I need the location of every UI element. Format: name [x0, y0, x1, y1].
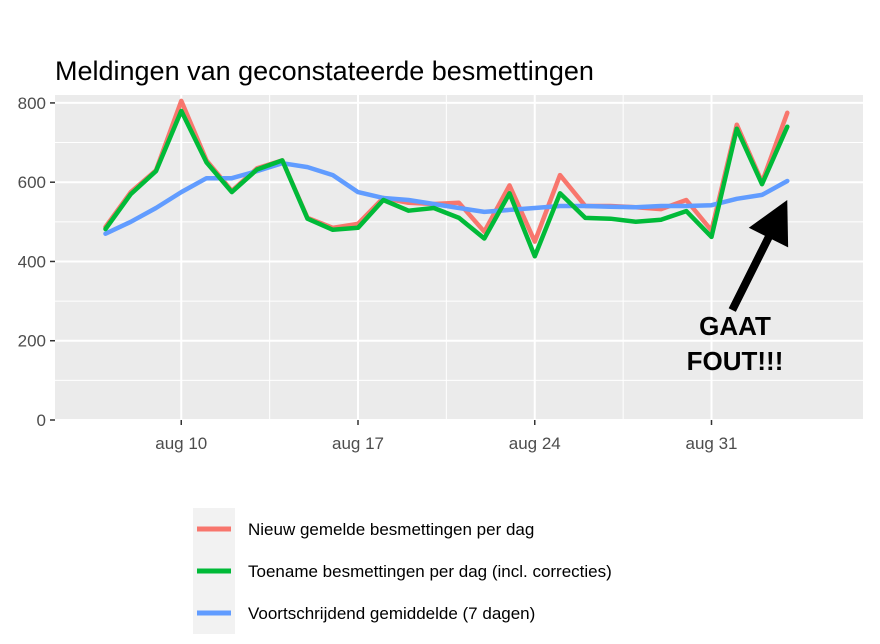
y-tick-label: 200 — [18, 332, 46, 351]
x-tick-label: aug 17 — [332, 434, 384, 453]
annotation-line-2: FOUT!!! — [687, 346, 784, 376]
y-tick-label: 400 — [18, 252, 46, 271]
plot-panel — [55, 95, 863, 420]
x-tick-label: aug 10 — [155, 434, 207, 453]
legend-label-2: Toename besmettingen per dag (incl. corr… — [248, 562, 612, 581]
annotation: GAAT FOUT!!! — [687, 200, 789, 376]
x-tick-label: aug 31 — [686, 434, 738, 453]
y-axis: 0 200 400 600 800 — [18, 94, 55, 430]
y-tick-label: 800 — [18, 94, 46, 113]
legend-label-1: Nieuw gemelde besmettingen per dag — [248, 520, 534, 539]
chart-title: Meldingen van geconstateerde besmettinge… — [55, 56, 594, 86]
x-tick-label: aug 24 — [509, 434, 561, 453]
annotation-arrow-icon — [728, 234, 773, 312]
series-lines — [103, 98, 790, 259]
annotation-arrowhead-icon — [748, 200, 789, 248]
series-line-2 — [103, 108, 790, 259]
annotation-line-1: GAAT — [699, 311, 771, 341]
x-axis: aug 10 aug 17 aug 24 aug 31 — [155, 420, 738, 453]
y-tick-label: 0 — [37, 411, 46, 430]
legend-label-3: Voortschrijdend gemiddelde (7 dagen) — [248, 604, 535, 623]
legend: Nieuw gemelde besmettingen per dag Toenam… — [193, 508, 612, 634]
y-tick-label: 600 — [18, 173, 46, 192]
